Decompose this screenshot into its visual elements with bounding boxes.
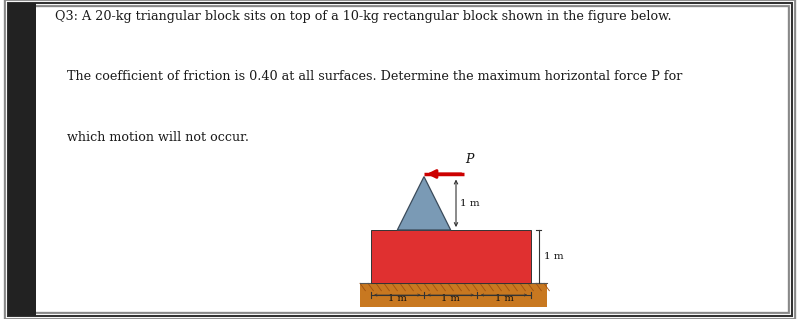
Text: 1 m: 1 m [460, 199, 480, 208]
Text: which motion will not occur.: which motion will not occur. [55, 131, 250, 144]
Bar [370, 230, 530, 283]
Text: Q3: A 20-kg triangular block sits on top of a 10-kg rectangular block shown in t: Q3: A 20-kg triangular block sits on top… [55, 10, 672, 23]
Text: The coefficient of friction is 0.40 at all surfaces. Determine the maximum horiz: The coefficient of friction is 0.40 at a… [55, 70, 682, 83]
Text: 1 m: 1 m [388, 294, 406, 303]
Bar [360, 283, 546, 307]
Polygon shape [398, 177, 450, 230]
Text: 1 m: 1 m [442, 294, 460, 303]
Text: 1 m: 1 m [544, 252, 564, 261]
Bar [8, 3, 36, 316]
Text: 1 m: 1 m [494, 294, 514, 303]
Text: P: P [465, 153, 474, 166]
